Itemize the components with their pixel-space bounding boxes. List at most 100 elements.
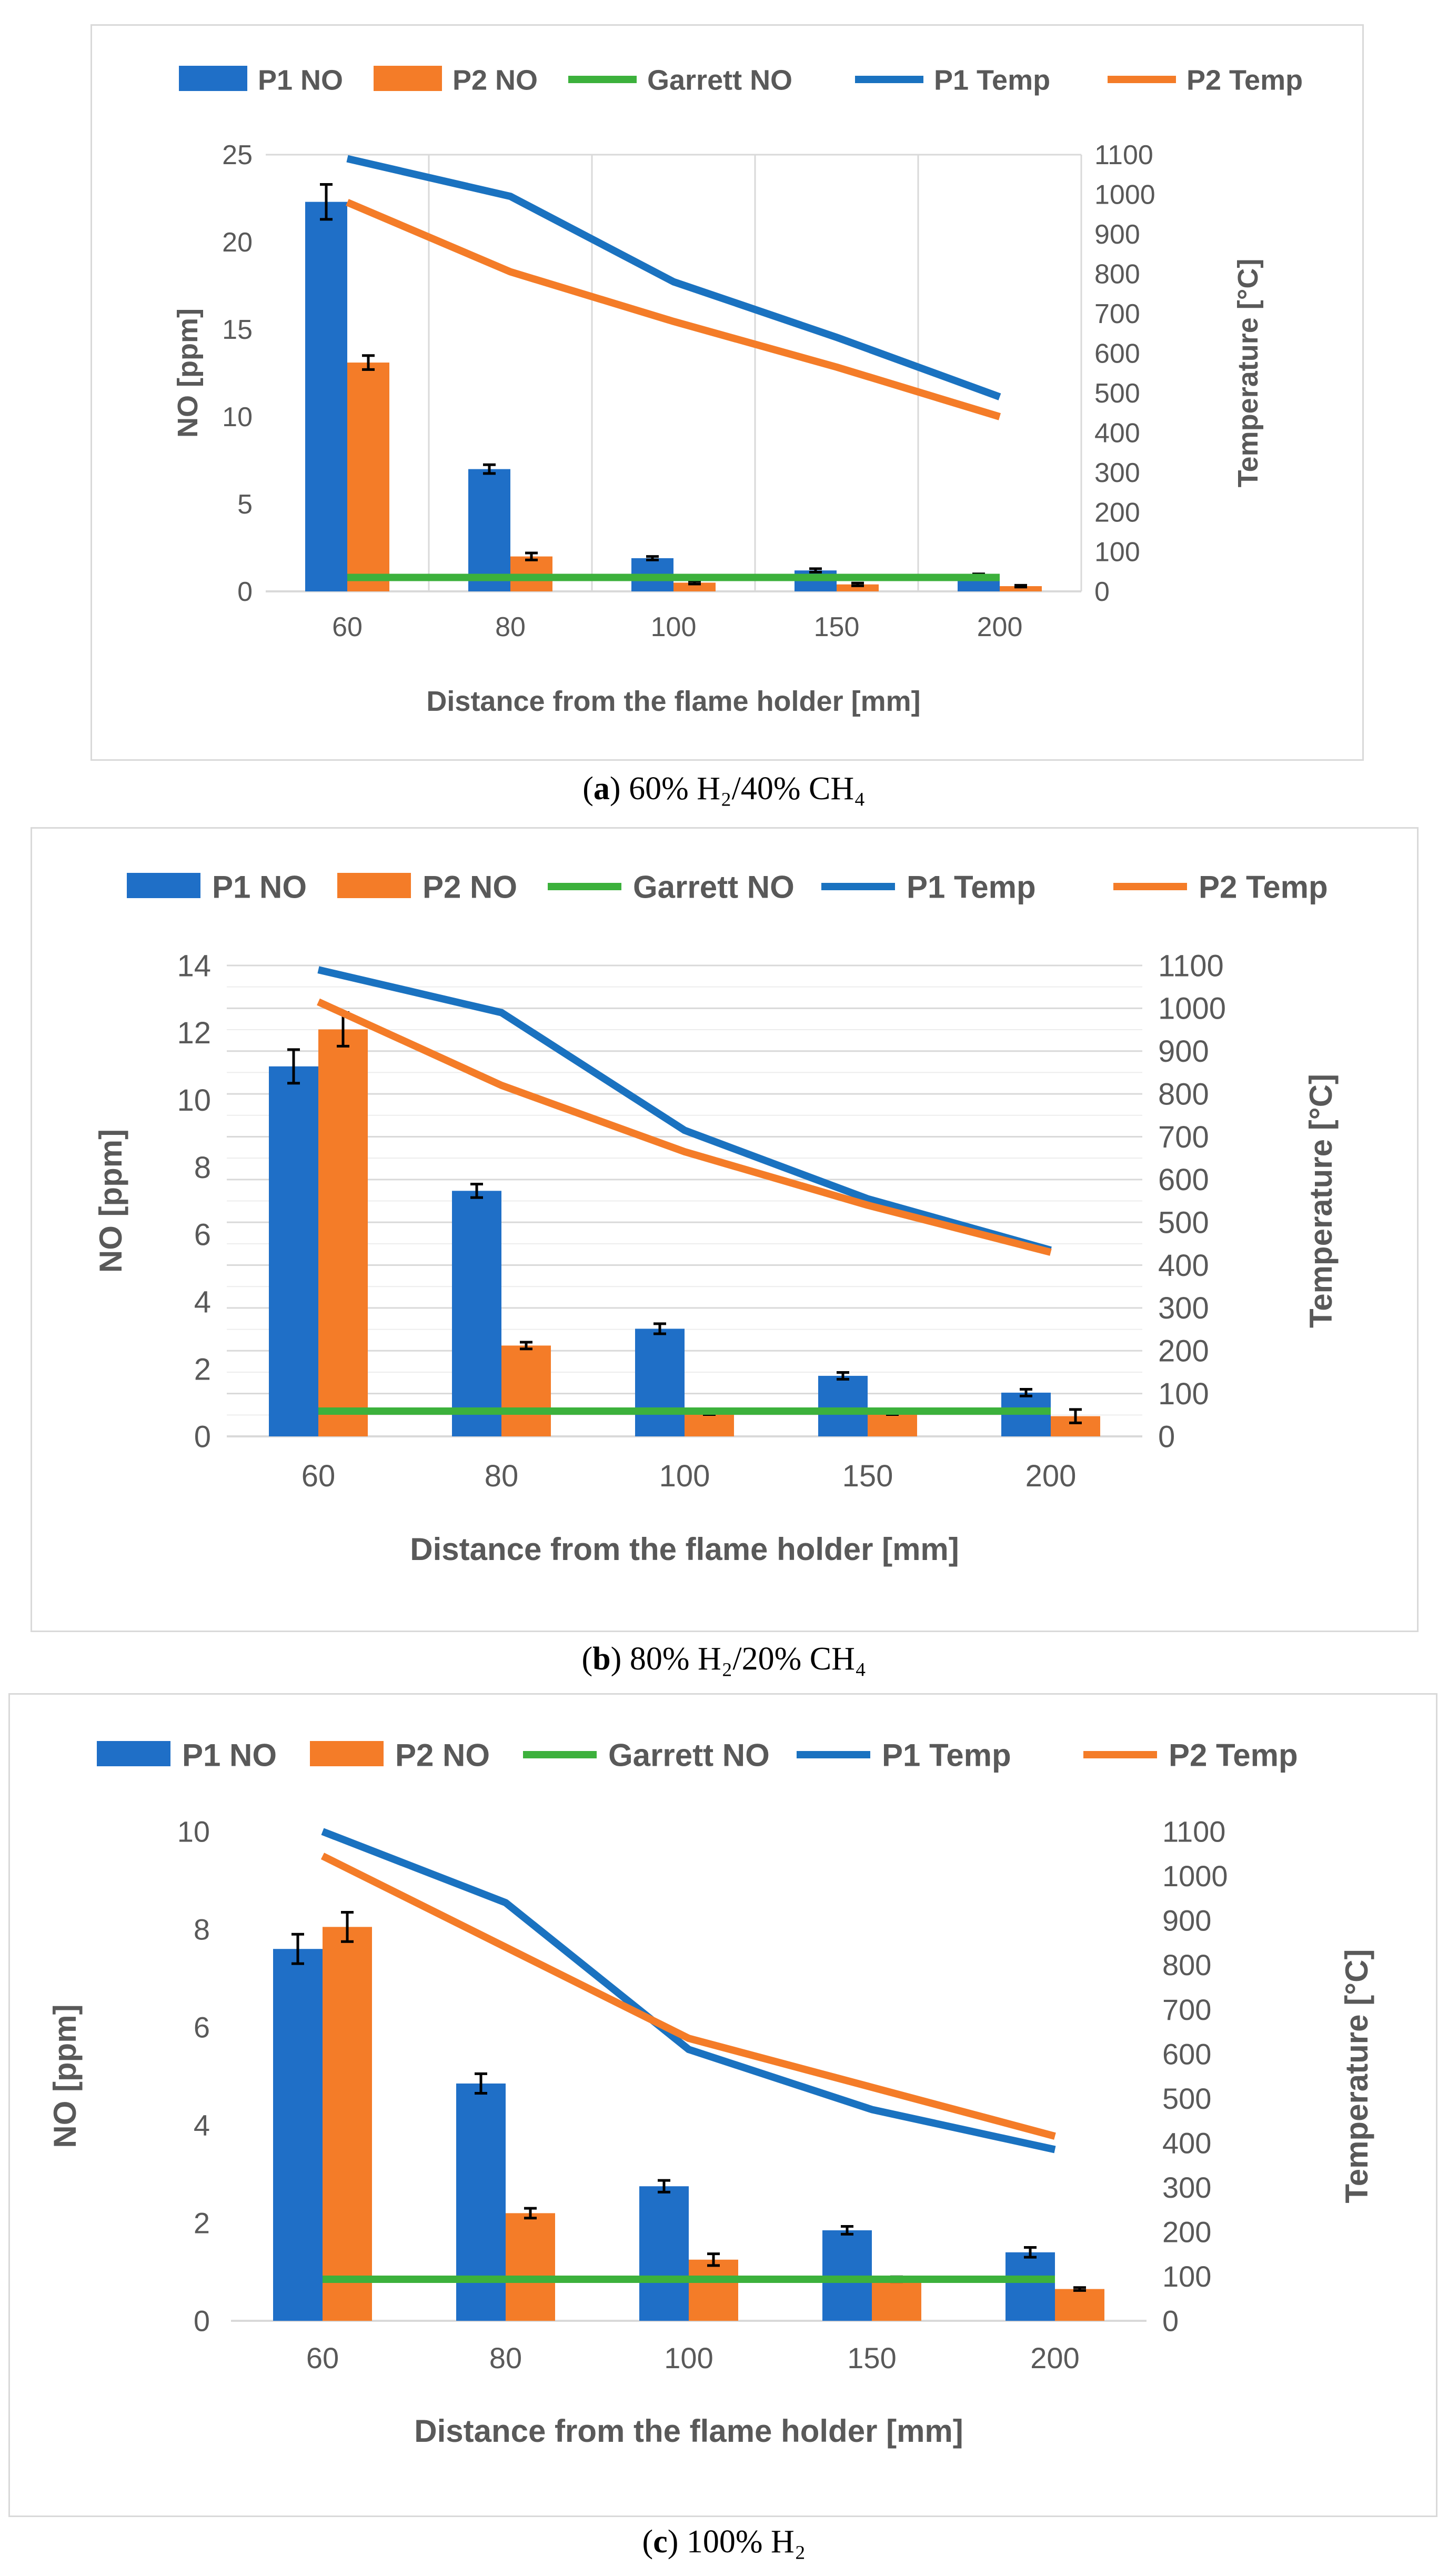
y2-tick-label: 0 xyxy=(1158,1420,1175,1454)
legend-p2-no-swatch xyxy=(310,1741,384,1766)
caption-a: (a) 60% H₂/40% CH₄ xyxy=(582,771,866,807)
y-tick-label: 10 xyxy=(177,1815,210,1848)
p1-temp-line xyxy=(317,966,1052,1254)
y-tick-label: 20 xyxy=(222,227,253,258)
y-tick-label: 6 xyxy=(194,1218,211,1252)
x-tick-label: 100 xyxy=(651,612,697,642)
y2-tick-label: 400 xyxy=(1094,418,1140,448)
y-tick-label: 0 xyxy=(237,577,253,607)
p1-no-bar xyxy=(818,1375,868,1436)
legend-p1-no-label: P1 NO xyxy=(212,870,307,905)
x-tick-label: 60 xyxy=(301,1459,336,1493)
p2-temp-line xyxy=(346,199,1001,420)
y2-tick-label: 800 xyxy=(1158,1077,1209,1111)
y2-tick-label: 1100 xyxy=(1094,140,1153,170)
y-tick-label: 0 xyxy=(194,2305,210,2338)
legend-p2-temp-label: P2 Temp xyxy=(1186,64,1303,96)
p2-temp-line xyxy=(320,1853,1056,2140)
p1-no-bar xyxy=(1005,2252,1055,2321)
p2-no-bar xyxy=(673,582,716,591)
y2-tick-label: 100 xyxy=(1094,537,1140,568)
y2-tick-label: 1000 xyxy=(1094,180,1155,210)
p2-no-bar xyxy=(318,1029,368,1436)
legend-p1-temp-label: P1 Temp xyxy=(882,1738,1011,1773)
x-tick-label: 80 xyxy=(495,612,526,642)
y2-tick-label: 600 xyxy=(1158,1163,1209,1197)
y2-tick-label: 300 xyxy=(1162,2171,1211,2204)
p2-no-bar xyxy=(685,1413,734,1436)
legend-garrett-no-label: Garrett NO xyxy=(608,1738,770,1773)
legend-p1-temp-label: P1 Temp xyxy=(934,64,1050,96)
y2-tick-label: 900 xyxy=(1158,1034,1209,1069)
p2-no-bar xyxy=(506,2213,555,2321)
legend-p1-no-label: P1 NO xyxy=(258,64,343,96)
chart-panel-b: 0 2 4 6 8 10 12 14 0 100 200 300 400 500 600 700 800 900 1… xyxy=(31,827,1419,1632)
y2-tick-label: 1000 xyxy=(1158,992,1226,1026)
p2-no-bar xyxy=(1000,586,1042,591)
p1-no-bar xyxy=(639,2186,689,2321)
y2-tick-label: 900 xyxy=(1094,219,1140,250)
x-tick-label: 200 xyxy=(977,612,1023,642)
p1-no-bar xyxy=(305,202,347,591)
x-tick-label: 80 xyxy=(489,2341,522,2374)
x-tick-label: 150 xyxy=(814,612,860,642)
y2-axis-label: Temperature [°C] xyxy=(1232,259,1264,488)
y-tick-label: 10 xyxy=(177,1083,211,1118)
y2-tick-label: 500 xyxy=(1162,2082,1211,2115)
y-tick-label: 15 xyxy=(222,315,253,345)
y-tick-label: 8 xyxy=(194,1151,211,1185)
p1-no-bar xyxy=(468,469,510,591)
legend-garrett-no-label: Garrett NO xyxy=(633,870,795,905)
x-axis-label: Distance from the flame holder [mm] xyxy=(426,686,920,717)
y-axis-label: NO [ppm] xyxy=(172,308,204,438)
y2-tick-label: 200 xyxy=(1162,2216,1211,2249)
y-tick-label: 12 xyxy=(177,1016,211,1050)
y2-tick-label: 1100 xyxy=(1162,1815,1225,1848)
y2-tick-label: 0 xyxy=(1094,577,1110,607)
y-tick-label: 6 xyxy=(194,2011,210,2044)
caption-a-text: 60% H₂/40% CH₄ xyxy=(629,771,866,807)
p1-no-bar xyxy=(456,2083,506,2321)
caption-b-text: 80% H₂/20% CH₄ xyxy=(629,1641,867,1677)
y2-tick-label: 100 xyxy=(1158,1377,1209,1411)
p1-temp-line xyxy=(346,155,1001,400)
chart-c-svg: 0246810010020030040050060070080090010001… xyxy=(47,1738,1374,2449)
y2-tick-label: 200 xyxy=(1094,497,1140,528)
y2-tick-label: 0 xyxy=(1162,2305,1179,2338)
x-tick-label: 150 xyxy=(842,1459,893,1493)
chart-a-svg: 0 5 10 15 20 25 0 100 200 300 400 500 600 700 800 900 10… xyxy=(172,64,1303,717)
y2-tick-label: 900 xyxy=(1162,1904,1211,1937)
y2-tick-label: 500 xyxy=(1094,378,1140,409)
p2-no-bar xyxy=(323,1927,372,2321)
y-tick-label: 4 xyxy=(194,1285,211,1320)
p1-no-bar xyxy=(269,1066,318,1436)
p1-no-bar xyxy=(452,1191,501,1436)
y-tick-label: 0 xyxy=(194,1420,211,1454)
legend-p2-no-swatch xyxy=(374,66,442,91)
y2-tick-label: 400 xyxy=(1158,1249,1209,1283)
y2-tick-label: 300 xyxy=(1158,1291,1209,1325)
y-tick-label: 2 xyxy=(194,1352,211,1386)
y2-tick-label: 700 xyxy=(1094,299,1140,329)
caption-c-text: 100% H₂ xyxy=(686,2524,806,2560)
y2-tick-label: 300 xyxy=(1094,458,1140,488)
legend-p2-no-label: P2 NO xyxy=(423,870,517,905)
caption-c-label: c xyxy=(653,2524,668,2560)
x-tick-label: 60 xyxy=(306,2341,339,2374)
y2-tick-label: 1000 xyxy=(1162,1859,1228,1893)
legend-p1-no-swatch xyxy=(127,873,200,898)
p2-no-bar xyxy=(837,584,879,591)
y2-tick-label: 700 xyxy=(1162,1993,1211,2026)
legend-p2-no-swatch xyxy=(337,873,411,898)
y2-tick-label: 700 xyxy=(1158,1120,1209,1154)
legend-p2-temp-label: P2 Temp xyxy=(1169,1738,1298,1773)
chart-panel-c: 0 2 4 6 8 10 0 100 200 300 400 500 600 700 800 900 1000 1… xyxy=(8,1693,1437,2517)
caption-c: (c) 100% H₂ xyxy=(642,2524,806,2560)
y2-tick-label: 800 xyxy=(1094,259,1140,290)
y-tick-label: 10 xyxy=(222,402,253,432)
p1-no-bar xyxy=(273,1949,323,2321)
p2-no-bar xyxy=(872,2279,921,2321)
x-tick-label: 100 xyxy=(659,1459,710,1493)
chart-panel-a: 0 5 10 15 20 25 0 100 200 300 400 500 600 700 800 900 10… xyxy=(91,24,1364,761)
caption-b: (b) 80% H₂/20% CH₄ xyxy=(581,1641,867,1677)
